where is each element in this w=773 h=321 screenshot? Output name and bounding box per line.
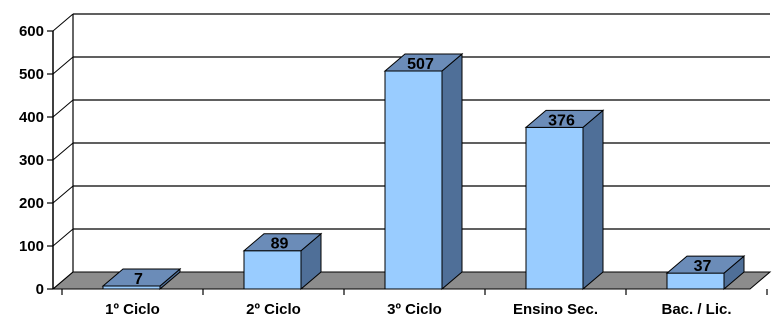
bar-side (582, 109, 604, 291)
chart-bar-layer (101, 52, 746, 291)
gridline-side (52, 56, 74, 75)
chart-axis-layer (47, 14, 768, 295)
gridline-side (52, 99, 74, 118)
bar-top (665, 255, 746, 274)
y-tick-label: 300 (19, 152, 44, 169)
y-tick-label: 0 (36, 281, 44, 298)
bar (524, 109, 605, 291)
bar-side (441, 52, 463, 291)
bar-front (525, 126, 584, 290)
data-label: 37 (694, 258, 712, 275)
bar-front (384, 70, 443, 290)
gridline-side (52, 142, 74, 161)
y-tick-label: 100 (19, 238, 44, 255)
x-tick-label: 1º Ciclo (105, 301, 160, 318)
bar-top (383, 53, 464, 72)
chart-label-layer: 0 100 200 300 400 500 600 7 1º Ciclo 89 2º Ciclo 50… (19, 23, 732, 318)
bar-top (242, 233, 323, 252)
y-tick-label: 600 (19, 23, 44, 40)
gridline-side (52, 185, 74, 204)
bar-front (243, 250, 302, 290)
bar-top (524, 109, 605, 128)
gridline-side (52, 228, 74, 247)
data-label: 7 (134, 271, 143, 288)
y-tick-label: 400 (19, 109, 44, 126)
y-tick-label: 500 (19, 66, 44, 83)
data-label: 89 (271, 236, 289, 253)
x-tick-label: 3º Ciclo (387, 301, 442, 318)
bar (101, 267, 182, 291)
bar (665, 255, 746, 291)
data-label: 376 (548, 112, 575, 129)
x-tick-label: Bac. / Lic. (661, 301, 731, 318)
x-tick-label: Ensino Sec. (513, 301, 598, 318)
data-label: 507 (407, 56, 434, 73)
x-tick-label: 2º Ciclo (246, 301, 301, 318)
y-tick-label: 200 (19, 195, 44, 212)
gridline-side (52, 13, 74, 32)
bar (383, 52, 464, 291)
bar-front (666, 272, 725, 290)
gridline-side (52, 271, 74, 290)
bar (242, 232, 323, 291)
bar-top (101, 268, 182, 287)
